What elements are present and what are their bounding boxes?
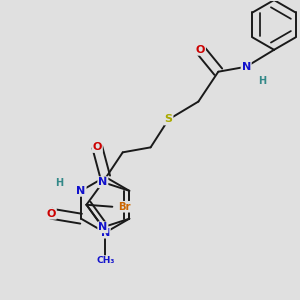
Text: Br: Br xyxy=(118,202,130,212)
Text: N: N xyxy=(100,228,110,238)
Text: N: N xyxy=(98,177,107,187)
Text: H: H xyxy=(55,178,63,188)
Text: CH₃: CH₃ xyxy=(96,256,114,265)
Text: N: N xyxy=(98,222,107,232)
Text: N: N xyxy=(76,186,86,196)
Text: O: O xyxy=(196,45,205,55)
Text: O: O xyxy=(46,209,56,219)
Text: N: N xyxy=(242,62,251,72)
Text: H: H xyxy=(258,76,266,86)
Text: O: O xyxy=(93,142,102,152)
Text: S: S xyxy=(164,115,172,124)
